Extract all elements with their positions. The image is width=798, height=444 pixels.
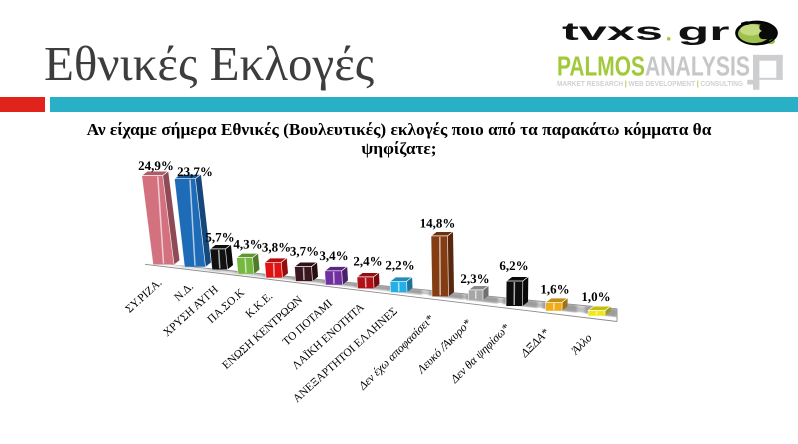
svg-text:ΔΞΔΑ*: ΔΞΔΑ* <box>517 325 552 360</box>
svg-text:3,8%: 3,8% <box>262 240 291 255</box>
svg-text:Άλλο: Άλλο <box>568 331 595 358</box>
svg-text:Δεν έχω αποφασίσει*: Δεν έχω αποφασίσει* <box>355 312 436 393</box>
svg-text:gr: gr <box>678 18 731 46</box>
svg-text:3,7%: 3,7% <box>290 244 319 259</box>
svg-text:14,8%: 14,8% <box>420 216 456 231</box>
svg-text:6,2%: 6,2% <box>499 258 528 273</box>
svg-text:ANALYSIS: ANALYSIS <box>645 51 750 82</box>
svg-text:PALMOS: PALMOS <box>557 51 645 82</box>
svg-text:23,7%: 23,7% <box>177 164 213 179</box>
svg-text:ΣΥ.ΡΙΖΑ.: ΣΥ.ΡΙΖΑ. <box>123 277 164 316</box>
svg-text:2,2%: 2,2% <box>385 258 414 273</box>
svg-text:tvxs: tvxs <box>562 18 663 46</box>
svg-text:1,0%: 1,0% <box>581 289 610 304</box>
svg-text:Κ.Κ.Ε.: Κ.Κ.Ε. <box>243 290 275 320</box>
svg-text:5,7%: 5,7% <box>205 230 234 245</box>
svg-text:2,3%: 2,3% <box>460 271 489 286</box>
svg-text:Ν.Δ.: Ν.Δ. <box>172 281 196 304</box>
svg-text:4,3%: 4,3% <box>233 237 262 252</box>
svg-text:1,6%: 1,6% <box>540 282 569 297</box>
svg-text:MARKET RESEARCH | WEB DEVELOPM: MARKET RESEARCH | WEB DEVELOPMENT | CONS… <box>557 79 743 88</box>
svg-text:3,4%: 3,4% <box>319 248 348 263</box>
svg-text:2,4%: 2,4% <box>353 254 382 269</box>
svg-text:24,9%: 24,9% <box>138 158 174 173</box>
